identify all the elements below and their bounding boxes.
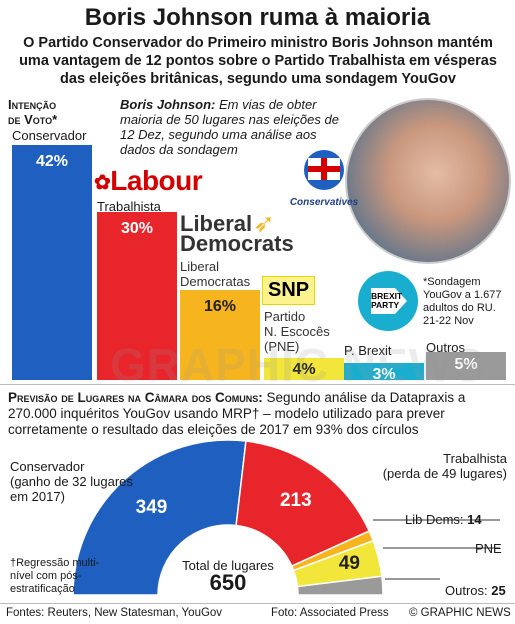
seat-label-out: Outros: 25: [445, 583, 506, 598]
labour-rose-icon: ✿: [94, 172, 111, 195]
seat-value-lab: 213: [279, 490, 312, 512]
vote-value-brexit: 3%: [372, 366, 396, 383]
johnson-quote: Boris Johnson: Em vias de obter maioria …: [120, 97, 350, 157]
bar-label-ld: Liberal Democratas: [180, 259, 251, 289]
libdem-bird-icon: ➶: [253, 208, 275, 238]
seat-value-pne: 49: [338, 553, 360, 575]
mrp-footnote: †Regressão multi-nível com pós-estratifi…: [10, 557, 100, 595]
seat-label-ld: Lib Dems: 14: [405, 512, 482, 527]
seat-arc-lab: [235, 440, 371, 568]
page-title: Boris Johnson ruma à maioria: [84, 4, 431, 31]
total-seats-label: Total de lugares: [182, 558, 274, 573]
vote-value-lab: 30%: [120, 220, 154, 238]
labour-logo: ✿Labour: [94, 165, 203, 196]
conservatives-logo: Conservatives: [288, 148, 360, 208]
bar-label-lab: Trabalhista: [97, 199, 161, 214]
seat-label-lab: Trabalhista (perda de 49 lugares): [382, 451, 507, 481]
bar-label-brexit: P. Brexit: [344, 343, 392, 358]
footer-sources: Fontes: Reuters, New Statesman, YouGov: [6, 607, 223, 619]
seats-semicircle-chart: [72, 440, 500, 596]
seat-label-pne: PNE: [475, 541, 502, 556]
watermark: GRAPHIC NEWS: [110, 339, 485, 391]
bar-label-other: Outros: [426, 340, 466, 355]
vote-bar-con: [12, 145, 92, 380]
quote-text: Em vias de obter maioria de 50 lugares n…: [120, 97, 339, 157]
bar-label-snp: Partido N. Escocês (PNE): [264, 309, 330, 354]
brexit-logo: BREXIT PARTY: [357, 270, 419, 332]
poll-footnote: *Sondagem YouGov a 1.677 adultos do RU. …: [423, 276, 502, 327]
quote-name: Boris Johnson:: [120, 97, 216, 112]
libdem-logo: Liberal Democrats: [180, 211, 294, 256]
vote-value-other: 5%: [454, 356, 478, 373]
johnson-photo: [345, 98, 511, 264]
seat-value-con: 349: [135, 497, 168, 519]
seat-arc-out: [296, 575, 384, 596]
seat-label-con: Conservador (ganho de 32 lugares em 2017…: [10, 459, 133, 504]
poll-heading: Intenção de Voto*: [8, 97, 58, 127]
footer-copyright: © GRAPHIC NEWS: [409, 607, 511, 619]
snp-logo: SNP: [262, 276, 316, 305]
vote-bar-snp: [264, 357, 344, 380]
footer-photo-credit: Foto: Associated Press: [271, 607, 389, 619]
total-seats-value: 650: [209, 570, 247, 595]
seats-heading: Previsão de Lugares na Câmara dos Comuns…: [8, 390, 466, 437]
vote-bar-lab: [97, 212, 177, 380]
brexit-arrow-icon: [358, 271, 418, 331]
vote-bar-brexit: [344, 363, 424, 380]
vote-value-con: 42%: [35, 153, 69, 170]
vote-value-ld: 16%: [203, 298, 237, 316]
page-subtitle: O Partido Conservador do Primeiro minist…: [19, 35, 497, 87]
seat-arc-con: [72, 440, 247, 596]
conservative-tree-icon: [304, 150, 344, 190]
divider: [0, 384, 515, 385]
footer-divider: [0, 603, 515, 604]
vote-bar-ld: [180, 290, 260, 380]
vote-value-snp: 4%: [292, 361, 316, 378]
vote-bar-other: [426, 352, 506, 380]
bar-label-con: Conservador: [12, 128, 87, 143]
